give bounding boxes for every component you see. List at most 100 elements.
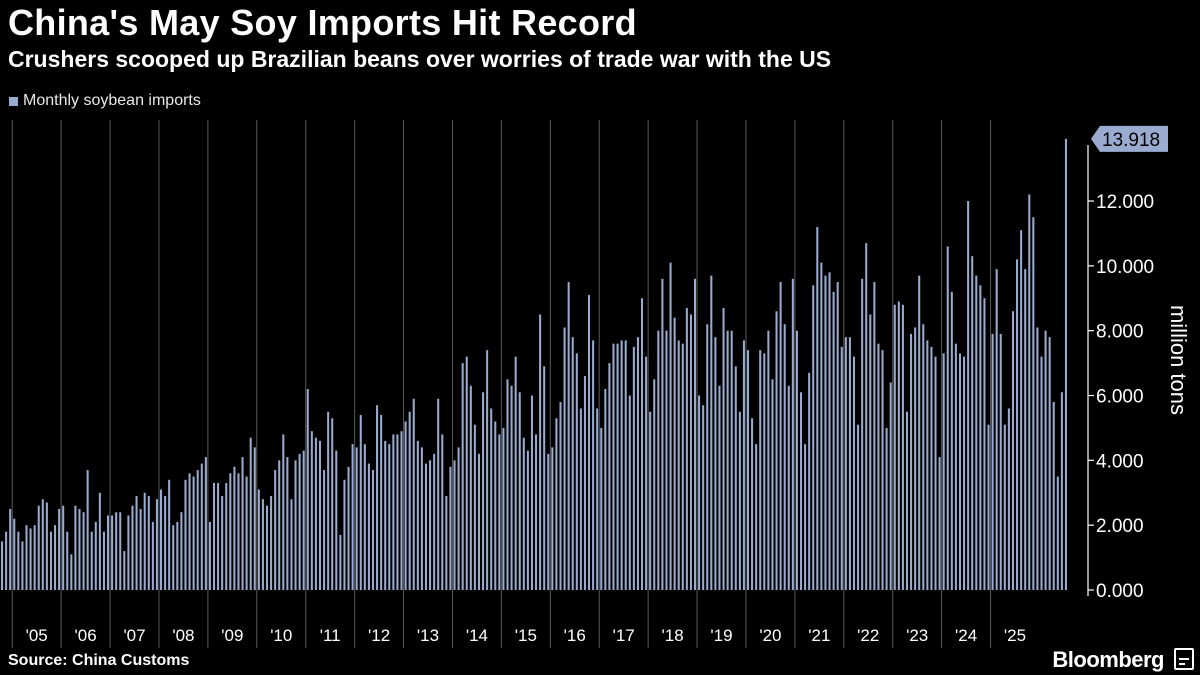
bar: [910, 333, 913, 590]
bar: [184, 479, 187, 590]
bar: [54, 525, 57, 590]
bar: [897, 301, 900, 590]
bar: [971, 256, 974, 590]
bar: [950, 291, 953, 590]
bar: [873, 282, 876, 590]
bar: [604, 389, 607, 590]
bar: [592, 340, 595, 590]
bar: [445, 496, 448, 590]
bar: [70, 554, 73, 590]
bar: [934, 356, 937, 590]
bar: [25, 525, 28, 590]
bar: [143, 492, 146, 590]
bar: [9, 508, 12, 590]
bar: [877, 343, 880, 590]
bar: [641, 298, 644, 590]
x-tick-label: '24: [955, 626, 977, 645]
bar: [86, 470, 89, 590]
callout-label: 13.918: [1102, 130, 1160, 151]
bar: [865, 243, 868, 591]
bar: [608, 363, 611, 590]
bar: [661, 278, 664, 590]
bar: [836, 282, 839, 590]
y-tick-label: 10.000: [1096, 257, 1154, 278]
bar: [98, 492, 101, 590]
bar: [119, 512, 122, 590]
bar: [510, 385, 513, 590]
bar: [1, 541, 4, 590]
bar: [689, 314, 692, 590]
legend-swatch: [9, 96, 18, 106]
bar: [237, 473, 240, 590]
last-value-callout: 13.918: [1091, 125, 1168, 152]
bar: [746, 350, 750, 590]
callout-box: [1091, 125, 1168, 152]
bar: [795, 330, 798, 590]
x-tick-label: '13: [417, 626, 439, 645]
bar: [632, 346, 635, 590]
bar: [677, 340, 680, 590]
bar: [449, 466, 452, 590]
bar: [926, 340, 929, 590]
x-tick-label: '05: [26, 626, 48, 645]
bar: [881, 350, 884, 590]
bar: [1003, 424, 1006, 590]
bar: [889, 382, 892, 590]
y-tick-label: 2.000: [1096, 516, 1144, 537]
bar: [596, 408, 599, 590]
bar: [176, 521, 179, 590]
bar: [396, 434, 399, 590]
bar: [270, 496, 273, 590]
bar: [751, 418, 754, 590]
bar: [1016, 259, 1019, 590]
bar: [620, 340, 623, 590]
bar: [600, 427, 603, 590]
bar: [192, 476, 195, 590]
bar: [90, 531, 93, 590]
bar: [217, 483, 220, 590]
bar: [942, 353, 945, 590]
bar: [196, 470, 199, 590]
bar: [367, 463, 370, 590]
x-tick-label: '12: [368, 626, 390, 645]
bar: [514, 356, 517, 590]
bar: [469, 385, 472, 590]
bar: [828, 272, 831, 590]
x-tick-label: '10: [270, 626, 292, 645]
bar: [702, 405, 705, 590]
bar: [188, 473, 191, 590]
bar: [905, 411, 909, 590]
bar: [494, 421, 497, 590]
bar: [714, 337, 717, 590]
bar: [249, 437, 252, 590]
bar: [424, 463, 427, 590]
bar: [384, 440, 387, 590]
bar: [938, 457, 941, 590]
bar: [612, 343, 615, 590]
bar: [526, 450, 529, 590]
bar: [844, 337, 847, 590]
bar: [233, 466, 236, 590]
bar: [335, 450, 338, 590]
bar: [804, 444, 807, 590]
bar: [282, 434, 285, 590]
bar: [310, 431, 313, 590]
bar: [355, 447, 358, 590]
bar: [17, 531, 20, 590]
bar: [555, 418, 558, 590]
bar: [1036, 327, 1039, 590]
chart-legend: Monthly soybean imports: [9, 92, 201, 110]
bar: [852, 356, 856, 590]
bar: [645, 356, 648, 590]
bar: [698, 395, 701, 590]
bar: [930, 346, 933, 590]
bar: [820, 262, 823, 590]
bar: [628, 395, 631, 590]
bar: [551, 447, 554, 590]
x-tick-label: '23: [906, 626, 928, 645]
bar: [212, 483, 216, 590]
bar: [380, 414, 383, 590]
bar: [624, 340, 627, 590]
bar: [302, 450, 305, 590]
